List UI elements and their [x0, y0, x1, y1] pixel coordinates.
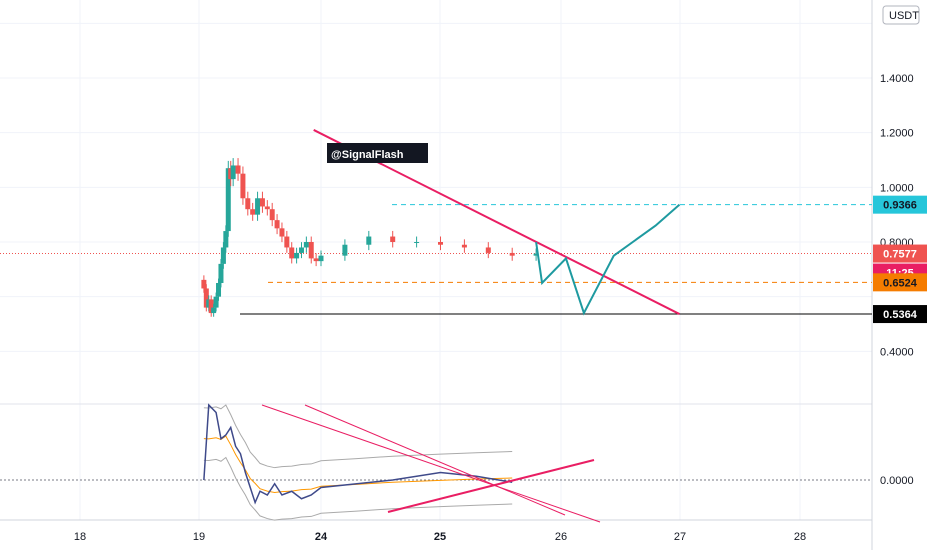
- candle-body: [218, 263, 224, 283]
- price-tag-support: [873, 305, 927, 324]
- candle-body: [438, 242, 443, 245]
- candle-body: [342, 244, 348, 256]
- candle-body: [390, 236, 396, 242]
- candle-body: [366, 236, 372, 245]
- candle-body: [255, 198, 261, 215]
- price-tick-label: 0.4000: [880, 346, 914, 358]
- oscillator-zero-label: 0.0000: [880, 475, 914, 487]
- candle-body: [533, 253, 539, 256]
- oscillator-trendline-1[interactable]: [261, 404, 601, 523]
- candle-body: [298, 247, 304, 253]
- candle-body: [203, 288, 209, 308]
- price-tag-target: [873, 195, 927, 214]
- time-tick-label: 24: [315, 531, 328, 543]
- candle-body: [213, 296, 219, 308]
- projection-path[interactable]: [535, 203, 681, 316]
- bollinger-basis-line: [203, 435, 513, 494]
- candle-body: [274, 220, 280, 229]
- time-tick-label: 27: [674, 531, 686, 543]
- candle-body: [264, 206, 270, 210]
- price-tag-target-text: 0.9366: [883, 200, 917, 212]
- oscillator-trendline-2[interactable]: [304, 404, 566, 516]
- candle-body: [259, 198, 265, 207]
- candle-body: [211, 307, 217, 314]
- candle-body: [240, 173, 246, 199]
- oscillator-line: [203, 403, 513, 505]
- candle-body: [313, 258, 319, 262]
- candle-body: [284, 236, 290, 248]
- bollinger-lower-band: [203, 456, 513, 521]
- price-tag-last-text: 0.7577: [883, 249, 917, 261]
- currency-label: USDT: [889, 10, 919, 22]
- author-tag-text: @SignalFlash: [331, 149, 404, 161]
- author-tag: @SignalFlash: [327, 143, 428, 163]
- price-tag-last: [873, 244, 927, 263]
- price-tag-entry-text: 0.6524: [883, 277, 918, 289]
- candle-body: [308, 242, 314, 259]
- candle-body: [294, 252, 300, 259]
- bollinger-upper-band: [203, 404, 513, 469]
- candle-body: [289, 247, 295, 259]
- time-tick-label: 25: [434, 531, 446, 543]
- candle-body: [250, 209, 256, 215]
- candle-body: [223, 231, 229, 248]
- price-tag-support-text: 0.5364: [883, 309, 918, 321]
- candle-body: [414, 242, 420, 243]
- candle-body: [461, 244, 467, 248]
- price-tick-label: 1.4000: [880, 73, 914, 85]
- candle-body: [279, 228, 285, 237]
- time-axis[interactable]: 18 19 24 25 26 27 28: [74, 531, 806, 543]
- price-tick-label: 1.2000: [880, 128, 914, 140]
- candle-body: [225, 168, 231, 232]
- candle-body: [245, 198, 251, 210]
- candle-body: [303, 242, 309, 248]
- price-tick-label: 1.0000: [880, 182, 914, 194]
- candle-body: [235, 165, 241, 174]
- candle-body: [230, 165, 236, 180]
- time-tick-label: 26: [555, 531, 567, 543]
- candle-body: [485, 247, 491, 253]
- candle-body: [269, 209, 275, 221]
- candle-body: [208, 299, 214, 314]
- candle-body: [509, 252, 515, 256]
- price-tag-entry: [873, 273, 927, 292]
- candle-body: [216, 283, 222, 297]
- candle-body: [201, 279, 207, 289]
- candle-body: [220, 247, 226, 264]
- candle-body: [318, 255, 324, 262]
- currency-button[interactable]: USDT: [882, 5, 920, 25]
- price-candles: [201, 158, 539, 317]
- time-tick-label: 19: [193, 531, 205, 543]
- oscillator-support-trendline[interactable]: [387, 459, 595, 513]
- time-tick-label: 28: [794, 531, 806, 543]
- grid-lines: [0, 0, 872, 520]
- time-tick-label: 18: [74, 531, 86, 543]
